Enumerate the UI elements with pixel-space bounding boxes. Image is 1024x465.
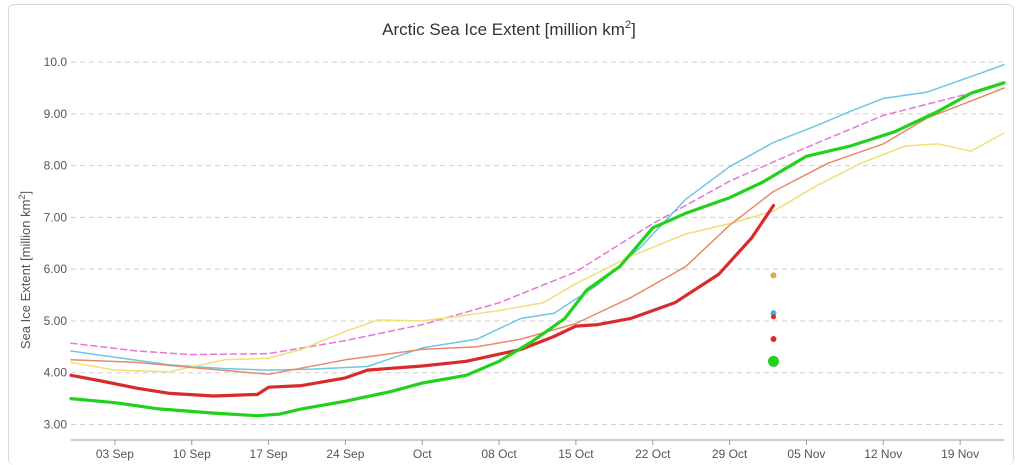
y-tick-label: 3.00 [44, 417, 68, 431]
y-tick-label: 7.00 [44, 210, 68, 224]
x-axis-ticks: 03 Sep 10 Sep 17 Sep 24 Sep Oct 08 Oct 15 Oct 2… [96, 440, 979, 461]
y-tick-label: 8.00 [44, 159, 68, 173]
forecast-point [767, 355, 779, 367]
x-tick-label: 12 Nov [864, 447, 902, 461]
series-line-4 [70, 87, 1005, 376]
y-tick-label: 9.00 [44, 107, 68, 121]
x-tick-label: 24 Sep [326, 447, 364, 461]
series-line-2 [70, 63, 1005, 371]
x-tick-label: 03 Sep [96, 447, 134, 461]
y-tick-label: 6.00 [44, 262, 68, 276]
y-axis-label: Sea Ice Extent [million km2] [17, 191, 33, 349]
y-tick-label: 10.0 [44, 55, 68, 69]
x-tick-label: 17 Sep [250, 447, 288, 461]
y-tick-label: 5.00 [44, 314, 68, 328]
x-tick-label: 19 Nov [941, 447, 979, 461]
forecast-points [767, 272, 779, 367]
x-tick-label: 15 Oct [558, 447, 594, 461]
forecast-point [770, 310, 777, 317]
series-line-3 [70, 132, 1005, 373]
y-axis-ticks: 3.00 4.00 5.00 6.00 7.00 8.00 9.00 10.0 [44, 55, 68, 431]
x-tick-label: Oct [413, 447, 432, 461]
forecast-point [770, 272, 777, 279]
forecast-point [770, 314, 776, 320]
series-lines [69, 63, 1006, 418]
chart-frame [8, 4, 1014, 465]
x-tick-label: 22 Oct [635, 447, 671, 461]
series-line-6 [69, 81, 1006, 418]
x-tick-label: 29 Oct [712, 447, 748, 461]
y-tick-label: 4.00 [44, 366, 68, 380]
x-tick-label: 08 Oct [481, 447, 517, 461]
grid-lines [71, 61, 1004, 425]
chart-title: Arctic Sea Ice Extent [million km2] [382, 19, 636, 39]
series-line-5 [69, 203, 776, 398]
x-tick-label: 10 Sep [173, 447, 211, 461]
series-line-1 [70, 83, 1005, 356]
x-tick-label: 05 Nov [787, 447, 825, 461]
forecast-point [770, 336, 777, 343]
